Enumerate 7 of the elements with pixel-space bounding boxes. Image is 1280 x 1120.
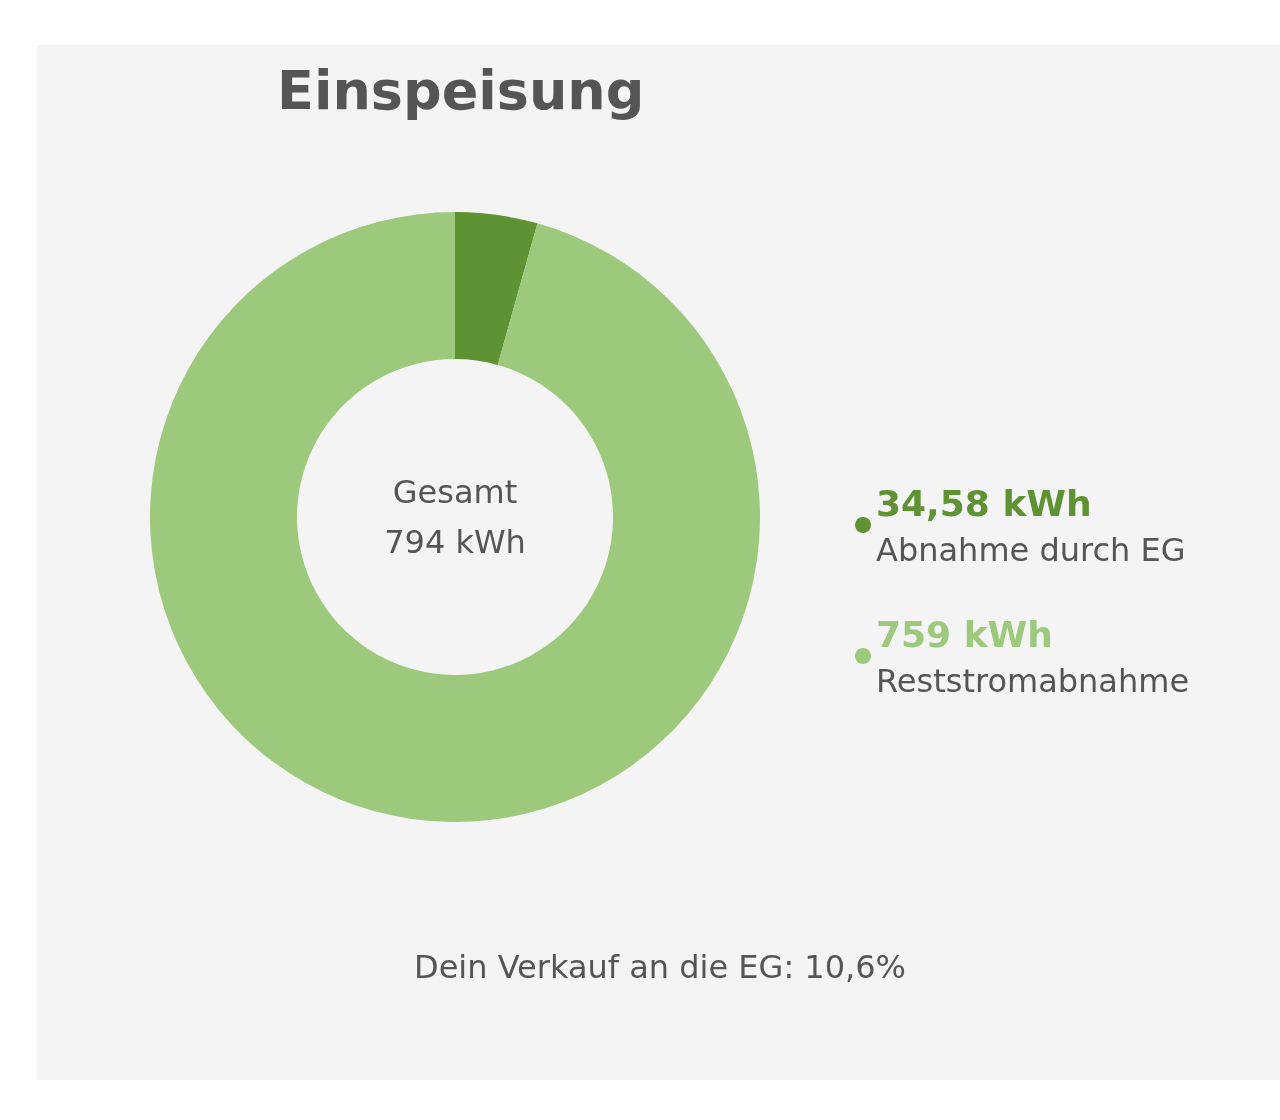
text: Dein Verkauf an die EG: 10,6% [414,948,906,986]
data-label: 34,58 kWh [876,482,1092,524]
legend-label: Reststromabnahme [876,662,1190,700]
text: Gesamt 794 kWh [384,473,526,561]
data-label: 759 kWh [876,613,1053,655]
chart-title: Einspeisung [277,58,645,122]
legend-label: Abnahme durch EG [876,531,1186,569]
